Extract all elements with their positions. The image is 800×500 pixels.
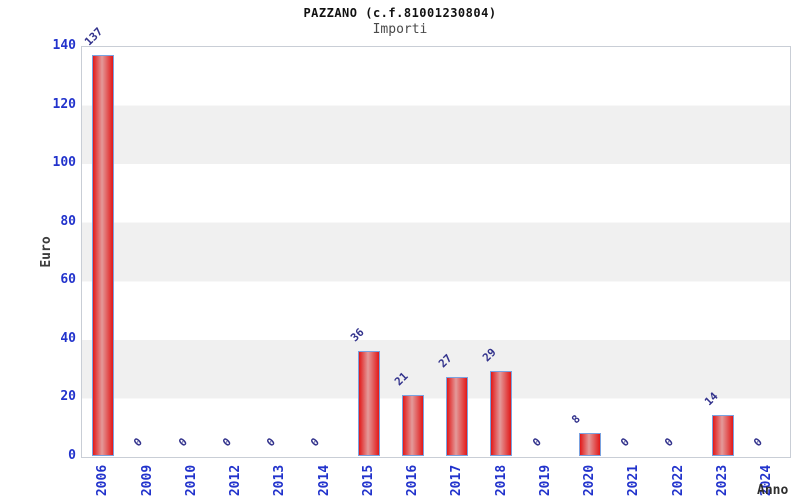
x-tick-label-2023: 2023 (715, 464, 731, 496)
y-tick-label-100: 100 (52, 155, 76, 171)
y-tick-label-120: 120 (52, 96, 76, 112)
bar-2017 (446, 376, 469, 456)
y-tick-label-80: 80 (60, 213, 76, 229)
bar-2006 (92, 54, 115, 456)
x-tick-label-2010: 2010 (184, 464, 200, 496)
chart-subtitle: Importi (372, 22, 428, 37)
bar-2023 (711, 415, 734, 456)
x-tick-label-2021: 2021 (626, 464, 642, 496)
x-tick-label-2013: 2013 (272, 464, 288, 496)
bar-2018 (490, 371, 513, 456)
x-tick-label-2018: 2018 (493, 464, 509, 496)
y-tick-label-40: 40 (60, 330, 76, 346)
x-tick-label-2016: 2016 (405, 464, 421, 496)
x-tick-label-2022: 2022 (670, 464, 686, 496)
chart-title: PAZZANO (c.f.81001230804) (303, 6, 497, 20)
x-tick-label-2017: 2017 (449, 464, 465, 496)
bar-2016 (401, 394, 424, 456)
bar-2020 (578, 432, 601, 456)
y-tick-label-60: 60 (60, 272, 76, 288)
y-tick-label-20: 20 (60, 389, 76, 405)
x-tick-label-2012: 2012 (228, 464, 244, 496)
x-tick-label-2009: 2009 (139, 464, 155, 496)
y-tick-label-0: 0 (68, 448, 76, 463)
y-axis-title: Euro (39, 236, 54, 268)
plot-area (81, 46, 791, 458)
x-tick-label-2006: 2006 (95, 464, 111, 496)
x-axis-title: Anno (757, 483, 789, 498)
x-tick-label-2014: 2014 (316, 464, 332, 496)
bar-2015 (357, 350, 380, 456)
y-tick-label-140: 140 (52, 38, 76, 53)
x-tick-label-2019: 2019 (538, 464, 554, 496)
x-tick-label-2020: 2020 (582, 464, 598, 496)
x-tick-label-2015: 2015 (361, 464, 377, 496)
